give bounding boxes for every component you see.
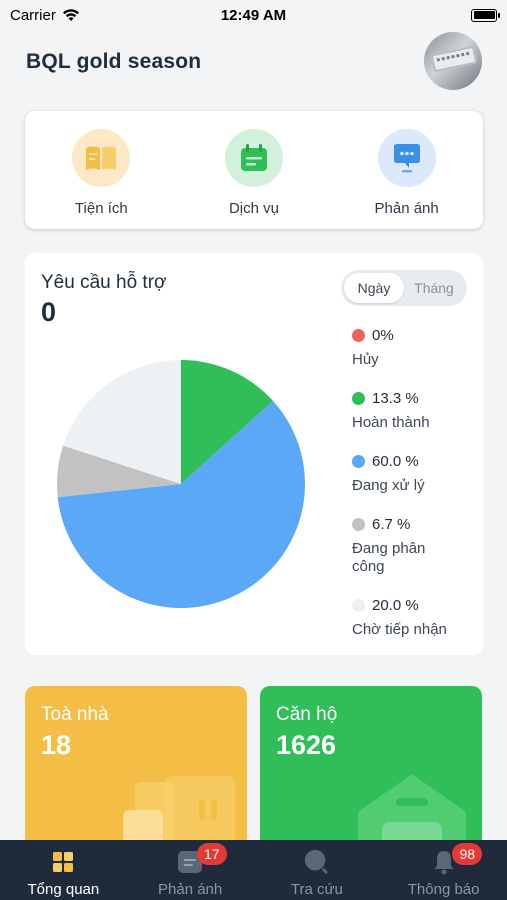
period-segmented-control: Ngày Tháng [341,270,467,306]
dashboard-icon [49,848,77,876]
notifications-badge: 98 [452,843,483,865]
feedback-badge: 17 [196,843,227,865]
legend-label: Chờ tiếp nhận [352,621,447,638]
legend-value-row: 13.3 % [352,390,430,407]
quick-actions-card: Tiện ích Dịch vụ Phản ánh [25,111,483,229]
legend-label: Đang phân công [352,540,426,575]
quick-action-feedback-icon-bg [377,129,436,187]
legend-item: 60.0 % Đang xử lý [352,453,425,495]
status-time: 12:49 AM [220,6,287,24]
calendar-icon [240,144,267,171]
nav-item-overview[interactable]: Tổng quan [0,840,127,900]
building-stat-label: Toà nhà [41,704,109,725]
status-left: Carrier [10,7,80,24]
legend-value: 13.3 % [372,390,419,407]
pie-slice-2 [57,400,306,608]
nav-item-lookup-label: Tra cứu [290,881,343,898]
apartment-stat-value: 1626 [276,730,337,760]
tab-month[interactable]: Tháng [414,280,454,296]
support-requests-title: Yêu cầu hỗ trợ [41,272,167,293]
legend-value: 6.7 % [372,516,411,533]
legend-value: 0% [372,327,394,344]
legend-item: 6.7 % Đang phân công [352,516,442,576]
legend-value-row: 20.0 % [352,597,447,614]
quick-action-utilities-label: Tiện ích [74,200,128,217]
keyboard-photo [430,45,478,73]
legend-value: 20.0 % [372,597,419,614]
quick-action-feedback[interactable]: Phản ánh [347,129,467,217]
avatar[interactable] [424,32,482,90]
support-pie-chart [57,360,306,608]
legend-item: 13.3 % Hoàn thành [352,390,430,432]
support-requests-card: Yêu cầu hỗ trợ 0 Ngày Tháng 0% Hủy 13.3 % H… [25,253,483,655]
apartment-stat-card[interactable]: Căn hộ 1626 [260,686,482,856]
building-stat-value: 18 [41,730,72,760]
quick-action-services-icon-bg [224,129,283,187]
legend-item: 0% Hủy [352,327,394,369]
building-stat-card[interactable]: Toà nhà 18 [25,686,247,856]
legend-item: 20.0 % Chờ tiếp nhận [352,597,447,639]
feedback-icon [176,848,204,876]
chat-icon [393,144,420,173]
legend-value: 60.0 % [372,453,419,470]
building-icon [123,776,235,856]
quick-action-utilities-icon-bg [72,129,131,187]
apartment-stat-label: Căn hộ [276,704,338,725]
page-title: BQL gold season [26,50,202,73]
nav-item-notifications[interactable]: 98 Thông báo [380,840,507,900]
nav-item-feedback-label: Phản ánh [158,881,223,898]
nav-item-feedback[interactable]: 17 Phản ánh [127,840,254,900]
legend-label: Hủy [352,351,379,368]
legend-value-row: 60.0 % [352,453,425,470]
legend-value-row: 6.7 % [352,516,442,533]
legend-label: Đang xử lý [352,477,425,494]
quick-action-services-label: Dịch vụ [228,200,279,217]
legend-color-dot [352,329,365,342]
legend-value-row: 0% [352,327,394,344]
pie-slice-3 [57,445,181,498]
status-bar: Carrier 12:49 AM [0,0,507,30]
battery-icon [471,8,500,22]
book-icon [86,146,117,170]
nav-item-overview-label: Tổng quan [27,881,100,898]
bell-icon [430,848,458,876]
carrier-label: Carrier [10,6,56,24]
quick-action-services[interactable]: Dịch vụ [194,129,314,217]
tab-day[interactable]: Ngày [344,273,404,303]
pie-slice-4 [63,360,181,484]
nav-item-notifications-label: Thông báo [407,881,480,898]
quick-action-utilities[interactable]: Tiện ích [41,129,161,217]
legend-color-dot [352,518,365,531]
legend-color-dot [352,455,365,468]
support-requests-count: 0 [41,297,57,327]
bottom-nav: Tổng quan 17 Phản ánh Tra cứu 9 [0,840,507,900]
legend-color-dot [352,599,365,612]
wifi-icon [62,9,79,21]
quick-action-feedback-label: Phản ánh [374,200,439,217]
pie-slice-1 [181,360,273,484]
nav-item-lookup[interactable]: Tra cứu [254,840,381,900]
legend-color-dot [352,392,365,405]
search-icon [303,848,331,876]
legend-label: Hoàn thành [352,414,430,431]
